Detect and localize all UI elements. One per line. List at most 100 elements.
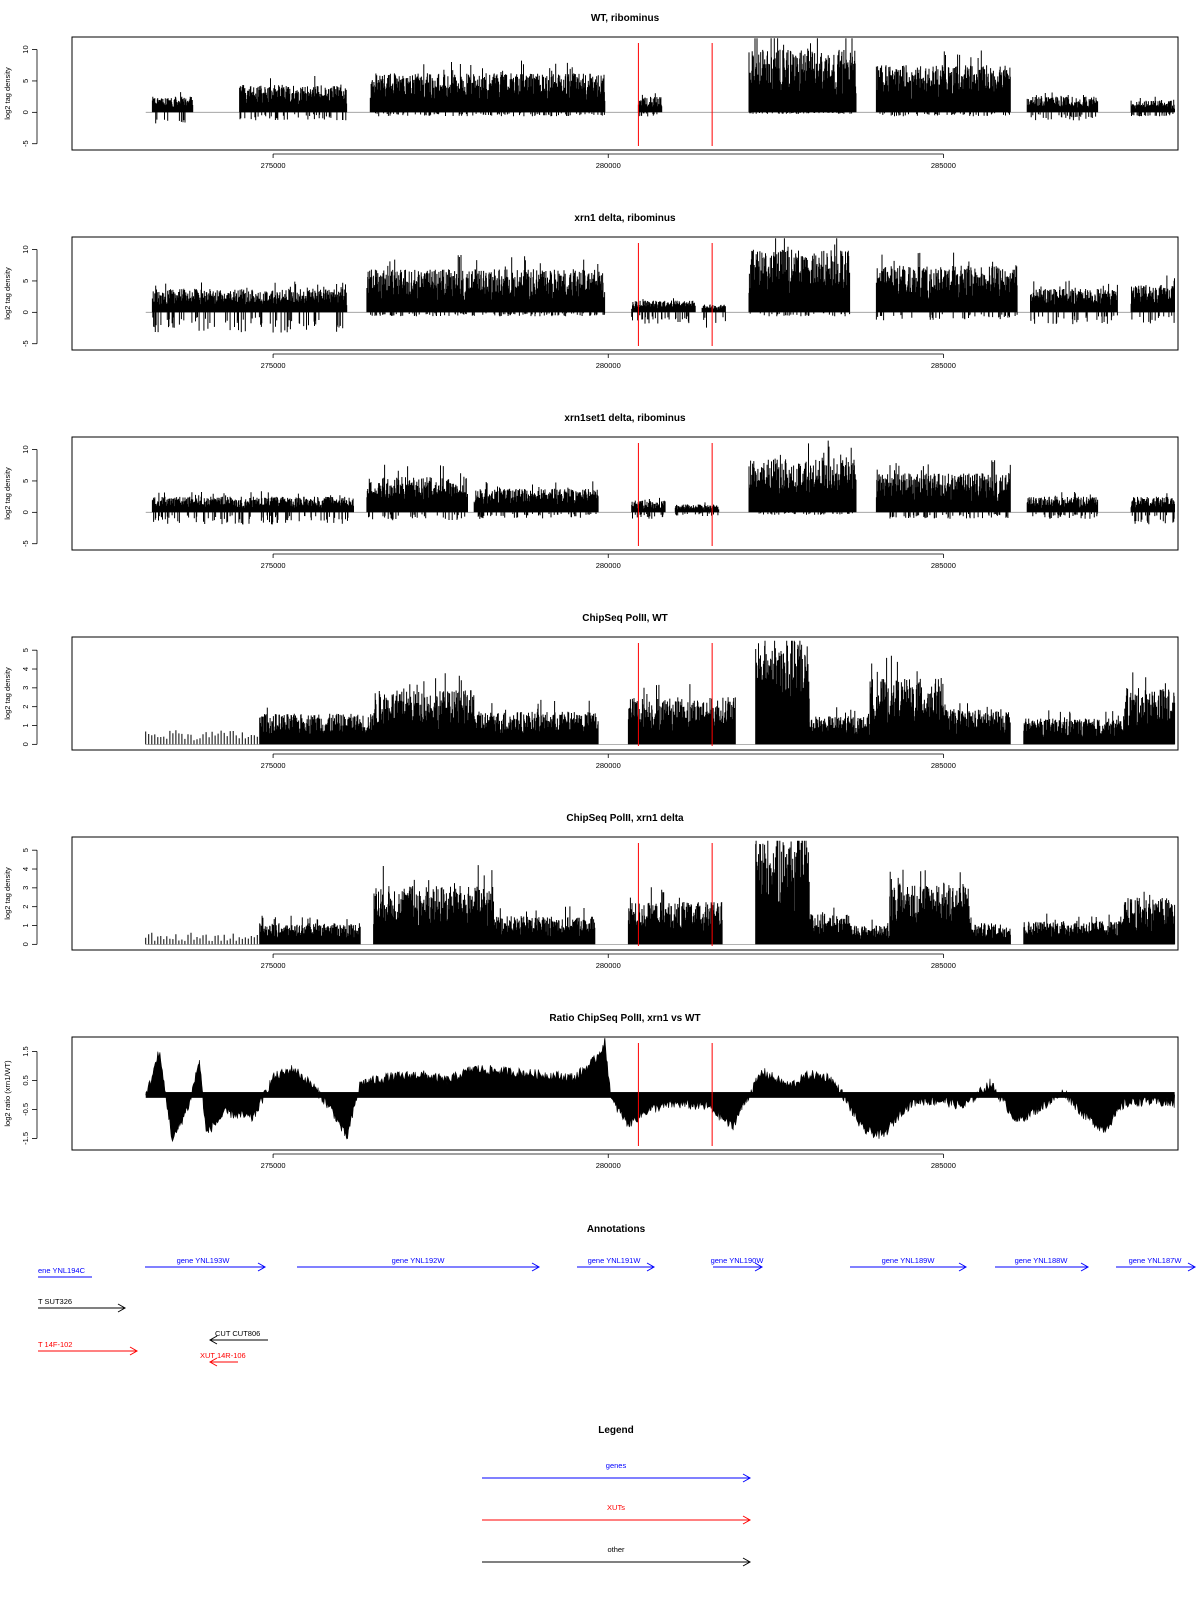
annotations-panel: Annotations ene YNL194C gene YNL193W gene Y… (38, 1224, 1197, 1367)
x-tick-label: 285000 (931, 961, 956, 970)
annotation-feature: XUT 14R-106 (200, 1351, 246, 1367)
plot-frame (71, 36, 1179, 151)
y-tick-label: 10 (21, 245, 30, 253)
arrow-head-icon (531, 1262, 541, 1272)
chart-panel: xrn1 delta, ribominus log2 tag density -5 0… (3, 213, 1179, 370)
x-tick-label: 285000 (931, 161, 956, 170)
y-axis-label: log2 tag density (3, 267, 12, 320)
y-tick-label: 0 (21, 310, 30, 314)
annotation-feature: gene YNL193W (145, 1256, 267, 1272)
chart-title: Ratio ChipSeq PolII, xrn1 vs WT (549, 1013, 700, 1024)
plot-frame (71, 1036, 1179, 1151)
x-tick-label: 275000 (261, 361, 286, 370)
chart-title: ChipSeq PolII, WT (582, 613, 668, 624)
x-tick-label: 285000 (931, 561, 956, 570)
y-tick-label: 0 (21, 942, 30, 946)
chart-title: xrn1set1 delta, ribominus (564, 413, 686, 424)
plot-frame (71, 236, 1179, 351)
x-tick-label: 275000 (261, 761, 286, 770)
annotation-feature: gene YNL192W (297, 1256, 541, 1272)
arrow-head-icon (754, 1262, 764, 1272)
arrow-head-icon (958, 1262, 968, 1272)
feature-label: CUT CUT806 (215, 1329, 260, 1338)
feature-label: gene YNL189W (882, 1256, 936, 1265)
annotation-feature: T SUT326 (38, 1297, 127, 1313)
x-tick-label: 280000 (596, 761, 621, 770)
chart-title: ChipSeq PolII, xrn1 delta (566, 813, 684, 824)
chart-panel: ChipSeq PolII, WT log2 tag density 0 1 2 3 4 5 2… (3, 613, 1179, 770)
x-tick-label: 280000 (596, 1161, 621, 1170)
chart-panel: xrn1set1 delta, ribominus log2 tag densit… (3, 413, 1179, 570)
legend-panel: Legend genes XUTs other (482, 1425, 752, 1567)
y-tick-label: 10 (21, 45, 30, 53)
legend-label: genes (606, 1461, 627, 1470)
y-tick-label: -1.5 (21, 1132, 30, 1145)
plot-frame (71, 836, 1179, 951)
chart-panel: ChipSeq PolII, xrn1 delta log2 tag densit… (3, 813, 1179, 970)
x-tick-label: 275000 (261, 161, 286, 170)
y-tick-label: -5 (21, 140, 30, 147)
arrow-head-icon (257, 1262, 267, 1272)
annotation-feature: gene YNL188W (995, 1256, 1090, 1272)
chart-title: xrn1 delta, ribominus (574, 213, 676, 224)
feature-label: gene YNL191W (588, 1256, 642, 1265)
arrow-head-icon (1080, 1262, 1090, 1272)
x-tick-label: 280000 (596, 961, 621, 970)
y-tick-label: 1.5 (21, 1046, 30, 1056)
y-tick-label: 2 (21, 705, 30, 709)
y-tick-label: -0.5 (21, 1103, 30, 1116)
y-tick-label: 1 (21, 923, 30, 927)
y-tick-label: 0 (21, 110, 30, 114)
chart-panel: WT, ribominus log2 tag density -5 0 5 10 27500… (3, 13, 1179, 170)
plot-frame (71, 636, 1179, 751)
legend-item: XUTs (482, 1503, 752, 1525)
legend-item: other (482, 1545, 752, 1567)
annotation-feature: ene YNL194C (38, 1266, 92, 1278)
y-tick-label: 3 (21, 686, 30, 690)
feature-label: gene YNL188W (1015, 1256, 1069, 1265)
y-axis-label: log2 tag density (3, 867, 12, 920)
x-tick-label: 275000 (261, 961, 286, 970)
data-bars (145, 840, 1176, 945)
feature-label: gene YNL187W (1129, 1256, 1183, 1265)
feature-label: gene YNL192W (392, 1256, 446, 1265)
y-axis-label: log2 ratio (xrn1/WT) (3, 1060, 12, 1127)
feature-label: gene YNL193W (177, 1256, 231, 1265)
feature-label: gene YNL190W (711, 1256, 765, 1265)
x-tick-label: 280000 (596, 161, 621, 170)
x-tick-label: 275000 (261, 1161, 286, 1170)
y-tick-label: 5 (21, 848, 30, 852)
y-tick-label: 0.5 (21, 1075, 30, 1085)
annotation-feature: gene YNL190W (711, 1256, 765, 1272)
arrow-head-icon (208, 1335, 218, 1345)
ratio-area (145, 1037, 1175, 1143)
feature-label: XUT 14R-106 (200, 1351, 246, 1360)
annotation-feature: gene YNL189W (850, 1256, 968, 1272)
legend-title: Legend (598, 1425, 634, 1436)
arrow-head-icon (1187, 1262, 1197, 1272)
y-tick-label: 5 (21, 279, 30, 283)
plot-frame (71, 436, 1179, 551)
chart-title: WT, ribominus (591, 13, 660, 24)
y-tick-label: 4 (21, 867, 30, 871)
y-tick-label: 4 (21, 667, 30, 671)
y-tick-label: 5 (21, 479, 30, 483)
y-axis-label: log2 tag density (3, 467, 12, 520)
legend-label: other (607, 1545, 625, 1554)
x-tick-label: 280000 (596, 561, 621, 570)
y-axis-label: log2 tag density (3, 67, 12, 120)
annotation-feature: CUT CUT806 (208, 1329, 268, 1345)
arrow-head-icon (129, 1346, 139, 1356)
y-tick-label: 0 (21, 742, 30, 746)
y-tick-label: 5 (21, 79, 30, 83)
data-bars (151, 238, 1175, 333)
feature-label: ene YNL194C (38, 1266, 86, 1275)
arrow-head-icon (117, 1303, 127, 1313)
arrow-head-icon (742, 1515, 752, 1525)
y-tick-label: 2 (21, 905, 30, 909)
arrow-head-icon (742, 1473, 752, 1483)
ratio-band (145, 1092, 1175, 1098)
data-bars (145, 640, 1176, 745)
x-tick-label: 285000 (931, 1161, 956, 1170)
x-tick-label: 285000 (931, 761, 956, 770)
